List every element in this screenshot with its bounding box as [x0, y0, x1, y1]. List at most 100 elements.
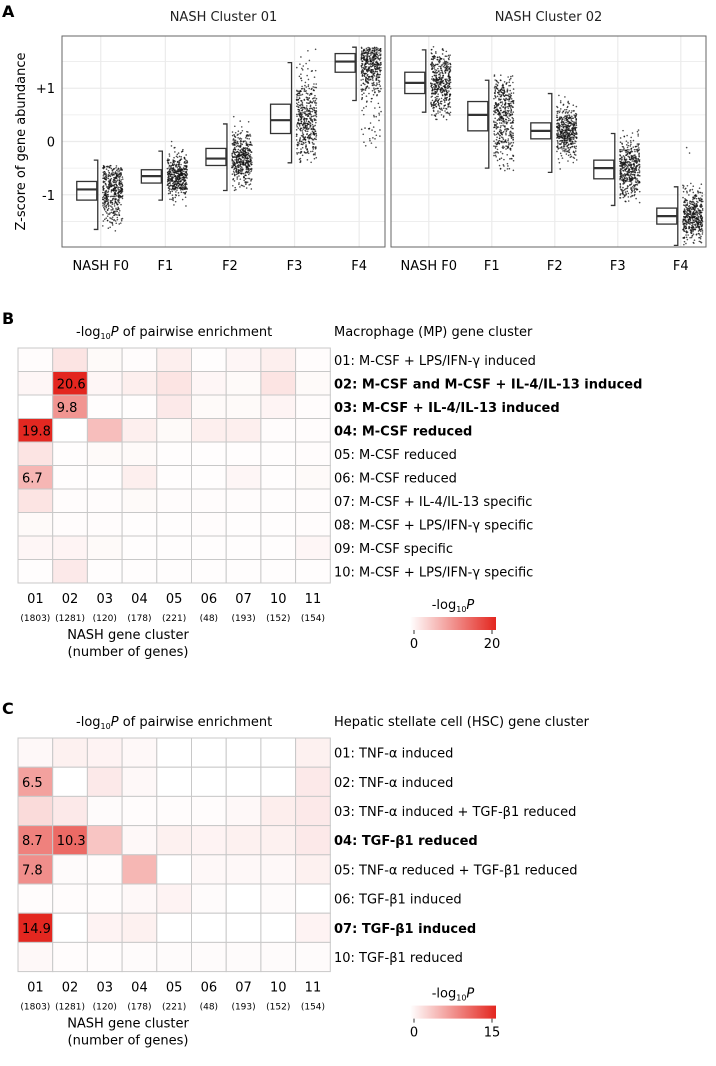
data-point — [499, 135, 501, 137]
data-point — [498, 98, 500, 101]
data-point — [440, 108, 442, 111]
heatmap-title: -log10P of pairwise enrichment — [76, 715, 272, 731]
colorbar-min: 0 — [410, 637, 418, 652]
data-point — [636, 150, 638, 152]
data-point — [512, 121, 515, 124]
data-point — [178, 165, 180, 168]
data-point — [701, 192, 704, 194]
data-point — [170, 161, 172, 164]
heatmap-cell — [17, 559, 54, 584]
column-count: (1281) — [55, 1003, 85, 1013]
data-point — [111, 206, 113, 208]
data-point — [304, 151, 306, 154]
data-point — [312, 89, 315, 92]
data-point — [239, 145, 242, 148]
data-point — [245, 154, 248, 156]
title-sub: 10 — [101, 722, 111, 731]
data-point — [302, 65, 305, 67]
column-label: 03 — [96, 592, 113, 607]
data-point — [503, 121, 505, 124]
data-point — [637, 157, 640, 160]
data-point — [498, 158, 501, 160]
data-point — [374, 87, 377, 90]
data-point — [510, 157, 513, 160]
data-point — [496, 143, 499, 146]
data-point — [560, 121, 563, 124]
data-point — [112, 207, 114, 210]
data-point — [434, 104, 436, 106]
data-point — [433, 67, 436, 69]
data-point — [374, 65, 376, 68]
data-point — [506, 106, 509, 108]
data-point — [118, 223, 121, 225]
data-point — [440, 81, 443, 83]
data-point — [109, 195, 112, 198]
column-count: (120) — [93, 614, 117, 624]
data-point — [304, 112, 306, 114]
data-point — [692, 219, 695, 222]
data-point — [176, 166, 179, 168]
data-point — [372, 79, 374, 81]
data-point — [119, 195, 122, 198]
data-point — [512, 88, 515, 90]
data-point — [635, 187, 637, 190]
data-point — [313, 106, 315, 109]
data-point — [184, 193, 186, 195]
data-point — [436, 101, 439, 103]
data-point — [118, 182, 121, 185]
data-point — [371, 47, 374, 49]
data-point — [360, 54, 363, 56]
data-point — [368, 47, 371, 49]
data-point — [503, 91, 505, 94]
data-point — [510, 111, 512, 114]
data-point — [575, 145, 578, 148]
data-point — [430, 92, 433, 95]
data-point — [115, 177, 118, 179]
heatmap-cell — [121, 559, 158, 584]
data-point — [506, 145, 509, 148]
data-point — [315, 147, 317, 149]
data-point — [315, 156, 318, 159]
whisker — [673, 186, 679, 247]
heatmap-hsc: -log10P of pairwise enrichment Hepatic st… — [17, 715, 590, 1049]
data-point — [571, 110, 573, 112]
row-label: 01: TNF-α induced — [334, 747, 453, 762]
data-point — [295, 135, 298, 138]
data-point — [172, 171, 175, 174]
label-part: -log — [432, 598, 457, 613]
data-point — [108, 213, 111, 215]
data-point — [104, 192, 107, 195]
data-point — [570, 118, 573, 120]
data-point — [185, 161, 188, 164]
colorbar-max: 20 — [484, 637, 501, 652]
data-point — [508, 112, 510, 115]
data-point — [364, 127, 366, 129]
row-label: 02: TNF-α induced — [334, 776, 453, 791]
heatmap-cell — [295, 347, 331, 372]
data-point — [563, 147, 565, 150]
data-point — [445, 112, 448, 114]
cell-value-label: 19.8 — [22, 424, 51, 439]
data-point — [360, 88, 363, 91]
data-point — [185, 165, 188, 168]
data-point — [688, 209, 691, 211]
data-point — [299, 116, 302, 118]
data-point — [104, 182, 107, 185]
data-point — [306, 136, 309, 139]
row-header: Macrophage (MP) gene cluster — [334, 325, 533, 340]
data-point — [233, 164, 236, 167]
data-point — [508, 134, 510, 137]
data-point — [251, 161, 253, 164]
data-point — [111, 169, 114, 171]
data-point — [106, 219, 109, 222]
data-point — [559, 131, 562, 133]
data-point — [700, 183, 703, 186]
data-point — [363, 64, 366, 67]
heatmap-macrophage: -log10P of pairwise enrichment Macrophage… — [17, 325, 642, 660]
data-point — [301, 132, 304, 134]
data-point — [370, 100, 373, 103]
data-point — [629, 164, 631, 166]
data-point — [305, 102, 308, 104]
data-point — [512, 106, 514, 108]
cell-value-label: 7.8 — [22, 863, 43, 878]
